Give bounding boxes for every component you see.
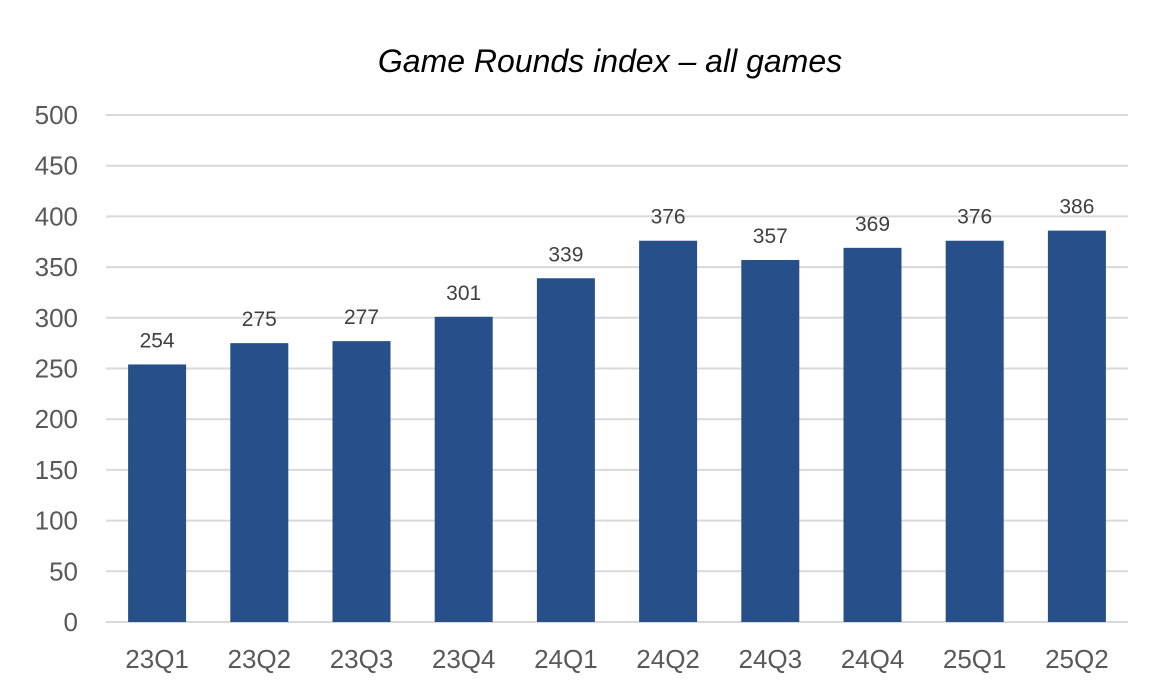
x-tick-label: 23Q2 [227, 644, 291, 674]
y-tick-label: 300 [35, 303, 78, 333]
data-label: 301 [446, 282, 481, 305]
y-tick-label: 150 [35, 455, 78, 485]
data-label: 339 [548, 243, 583, 266]
x-tick-label: 24Q3 [738, 644, 802, 674]
y-tick-label: 200 [35, 404, 78, 434]
y-tick-label: 100 [35, 506, 78, 536]
bar-23q1 [128, 364, 187, 622]
x-tick-label: 25Q1 [943, 644, 1007, 674]
data-label: 275 [242, 308, 277, 331]
y-tick-label: 250 [35, 354, 78, 384]
x-tick-label: 24Q1 [534, 644, 598, 674]
data-label: 254 [140, 329, 175, 352]
data-label: 357 [753, 225, 788, 248]
bar-23q2 [230, 343, 289, 622]
x-tick-label: 24Q4 [841, 644, 905, 674]
bar-24q2 [639, 240, 698, 622]
bar-24q3 [741, 260, 800, 622]
chart-title: Game Rounds index – all games [378, 43, 842, 79]
y-tick-label: 450 [35, 151, 78, 181]
bar-25q2 [1047, 230, 1106, 622]
y-tick-label: 500 [35, 100, 78, 130]
bar-25q1 [945, 240, 1004, 622]
x-tick-label: 24Q2 [636, 644, 700, 674]
data-label: 277 [344, 306, 379, 329]
data-labels: 254 275 277 301 339 376 357 369 376 386 [140, 196, 1095, 353]
y-tick-label: 350 [35, 252, 78, 282]
y-axis-ticks: 0 50 100 150 200 250 300 350 400 450 500 [35, 100, 78, 637]
data-label: 386 [1059, 196, 1094, 219]
bar-24q1 [536, 278, 595, 622]
bar-23q4 [434, 316, 493, 622]
data-label: 369 [855, 213, 890, 236]
x-tick-label: 23Q4 [432, 644, 496, 674]
bar-24q4 [843, 247, 902, 623]
bars [128, 230, 1106, 623]
x-tick-label: 23Q3 [330, 644, 394, 674]
bar-23q3 [332, 341, 391, 622]
y-tick-label: 0 [64, 607, 78, 637]
data-label: 376 [651, 206, 686, 229]
y-tick-label: 400 [35, 201, 78, 231]
x-tick-label: 23Q1 [125, 644, 189, 674]
y-tick-label: 50 [49, 556, 78, 586]
x-tick-label: 25Q2 [1045, 644, 1109, 674]
data-label: 376 [957, 206, 992, 229]
x-axis-ticks: 23Q1 23Q2 23Q3 23Q4 24Q1 24Q2 24Q3 24Q4 25Q1 25Q2 [125, 644, 1108, 674]
